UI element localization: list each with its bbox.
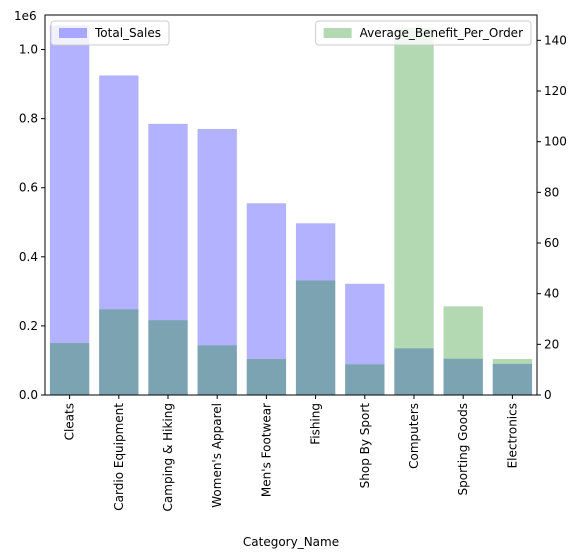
legend-swatch-total-sales [59, 28, 87, 38]
average-benefit-bars [49, 27, 533, 396]
x-axis-ticks: Cleats Cardio Equipment Camping & Hiking Wo… [63, 395, 519, 511]
bar-average-benefit [492, 359, 533, 395]
legend-label-average-benefit: Average_Benefit_Per_Order [360, 26, 523, 40]
x-tick-label: Men's Footwear [259, 403, 273, 497]
legend-total-sales: Total_Sales [50, 20, 170, 46]
bar-average-benefit [345, 364, 385, 395]
bar-average-benefit [394, 27, 434, 396]
legend-label-total-sales: Total_Sales [94, 26, 161, 40]
bar-average-benefit [246, 359, 287, 395]
plot-frame [44, 14, 538, 396]
right-tick-label: 140 [544, 33, 567, 47]
left-tick-label: 0.4 [19, 250, 38, 264]
legend-average-benefit: Average_Benefit_Per_Order [315, 20, 532, 46]
right-axis-ticks: 0 20 40 60 80 100 120 140 [537, 33, 567, 402]
left-axis-offset-label: 1e6 [14, 9, 37, 23]
bar-average-benefit [49, 343, 90, 395]
bar-total-sales [197, 129, 237, 395]
bar-total-sales [148, 123, 188, 396]
bar-total-sales [345, 283, 385, 395]
x-tick-label: Electronics [505, 403, 519, 468]
bar-average-benefit [295, 280, 336, 395]
right-tick-label: 0 [544, 388, 552, 402]
x-tick-label: Computers [407, 403, 421, 469]
x-tick-label: Cardio Equipment [112, 403, 126, 511]
legend-box [50, 20, 170, 46]
x-tick-label: Shop By Sport [358, 403, 372, 489]
x-tick-label: Camping & Hiking [161, 403, 175, 511]
x-tick-label: Fishing [309, 403, 323, 445]
bar-total-sales [492, 363, 533, 395]
right-tick-label: 80 [544, 185, 559, 199]
x-tick-label: Sporting Goods [456, 403, 470, 495]
left-tick-label: 1.0 [19, 43, 38, 57]
x-tick-label: Cleats [63, 403, 77, 440]
left-axis-ticks: 0.0 0.2 0.4 0.6 0.8 1.0 [19, 43, 45, 402]
left-tick-label: 0.6 [19, 181, 38, 195]
bar-average-benefit [197, 345, 237, 395]
legend-box [315, 20, 532, 46]
legend-swatch-average-benefit [323, 28, 352, 38]
bar-average-benefit [148, 320, 188, 395]
total-sales-bars [49, 25, 533, 396]
bar-total-sales [394, 348, 434, 395]
bar-total-sales [99, 75, 139, 396]
left-tick-label: 0.2 [19, 319, 38, 333]
right-tick-label: 120 [544, 84, 567, 98]
right-tick-label: 20 [544, 337, 559, 351]
bar-total-sales [49, 25, 90, 395]
bar-total-sales [295, 223, 336, 395]
x-axis-label: Category_Name [243, 535, 339, 549]
right-tick-label: 100 [544, 135, 567, 149]
bar-total-sales [246, 203, 287, 395]
x-tick-label: Women's Apparel [210, 403, 224, 508]
left-tick-label: 0.0 [19, 388, 38, 402]
bar-average-benefit [99, 309, 139, 395]
bar-average-benefit [443, 306, 483, 395]
bar-total-sales [443, 358, 483, 395]
left-tick-label: 0.8 [19, 112, 38, 126]
right-tick-label: 60 [544, 236, 559, 250]
right-tick-label: 40 [544, 287, 559, 301]
